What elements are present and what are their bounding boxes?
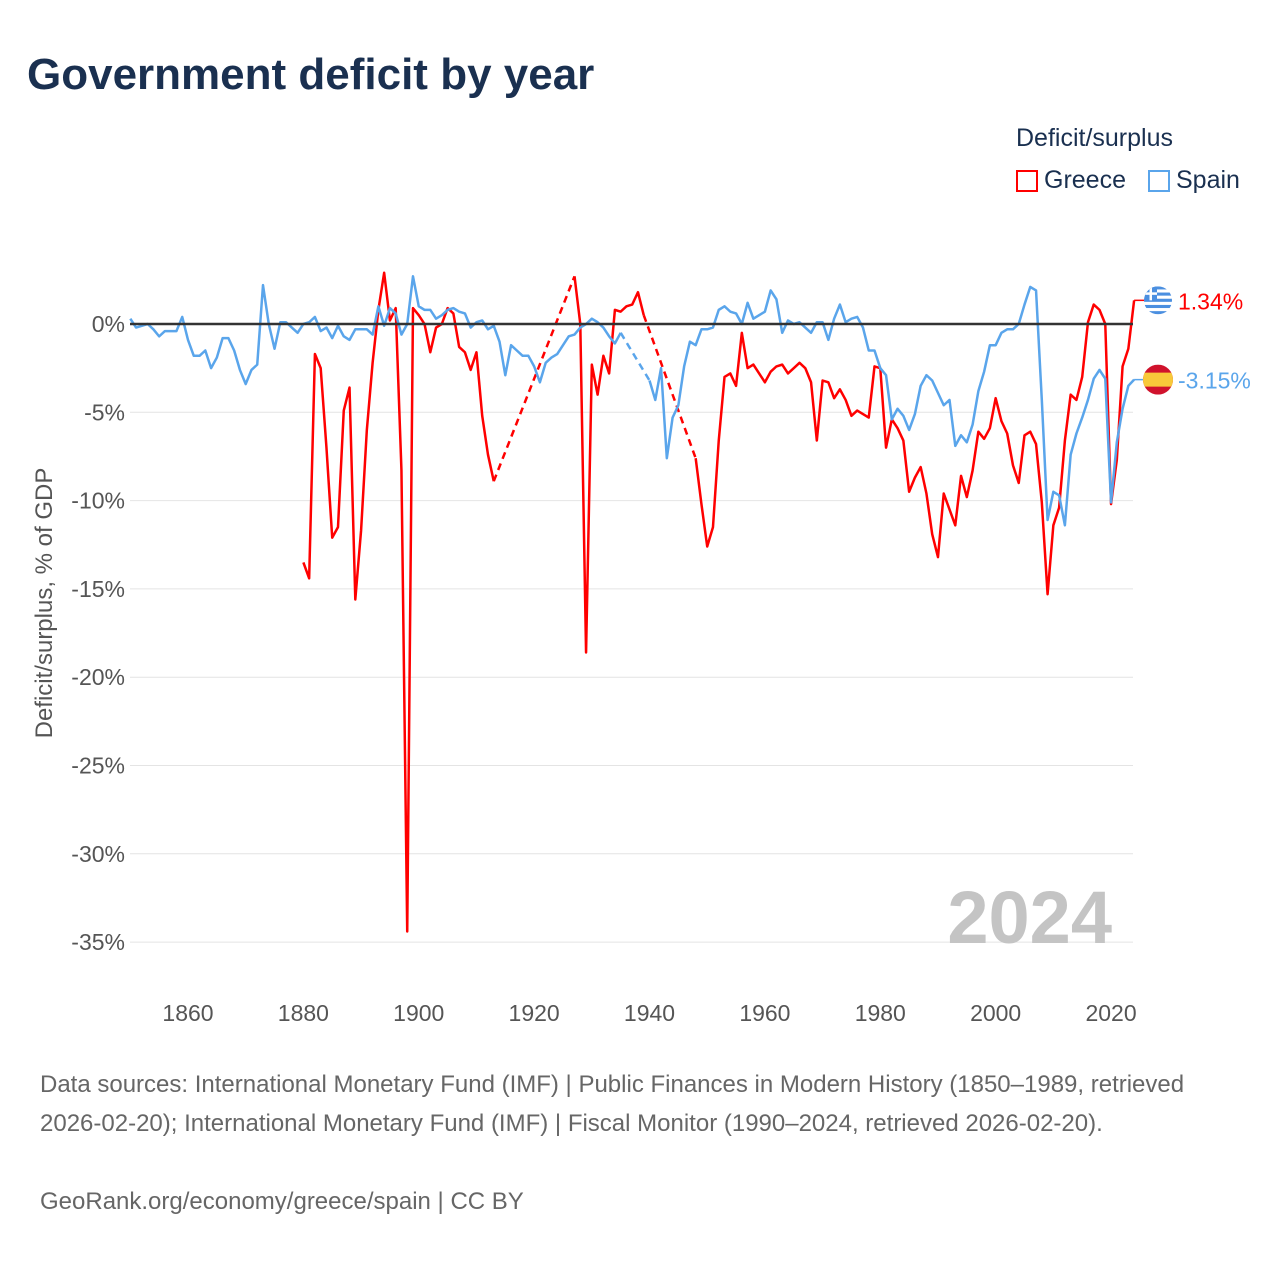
- y-tick-label: -30%: [71, 841, 125, 867]
- legend-item-spain[interactable]: Spain: [1148, 166, 1240, 195]
- series-line-greece: [573, 276, 645, 654]
- greece-swatch: [1016, 169, 1038, 192]
- y-tick-label: -25%: [71, 753, 125, 779]
- x-tick-label: 1920: [509, 1000, 560, 1026]
- series-line-greece: [302, 271, 495, 933]
- greece-end-value: 1.34%: [1178, 288, 1243, 314]
- interpolated-segment-spain: [619, 332, 651, 382]
- spain-end-value: -3.15%: [1178, 368, 1251, 394]
- spain-flag-icon: [1143, 364, 1173, 395]
- legend-title: Deficit/surplus: [1016, 124, 1173, 152]
- line-chart: 0% -5% -10% -15% -20% -25% -30% -35% 1860 1880 190…: [31, 271, 1251, 1026]
- y-tick-label: -35%: [71, 929, 125, 955]
- spain-swatch: [1148, 169, 1170, 192]
- legend-label-spain: Spain: [1176, 166, 1240, 194]
- greece-flag-icon: [1144, 286, 1172, 315]
- x-tick-label: 1940: [624, 1000, 675, 1026]
- legend-item-greece[interactable]: Greece: [1016, 166, 1126, 195]
- y-axis-label: Deficit/surplus, % of GDP: [31, 468, 58, 739]
- interpolated-segment-greece: [492, 275, 576, 482]
- y-tick-label: -20%: [71, 664, 125, 690]
- y-tick-label: -5%: [84, 399, 125, 425]
- x-tick-label: 1900: [393, 1000, 444, 1026]
- series-line-spain: [129, 275, 622, 386]
- x-tick-label: 1980: [855, 1000, 906, 1026]
- page-title: Government deficit by year: [27, 50, 595, 99]
- x-tick-label: 1880: [278, 1000, 329, 1026]
- x-tick-label: 1960: [739, 1000, 790, 1026]
- x-tick-label: 2020: [1085, 1000, 1136, 1026]
- data-sources: Data sources: International Monetary Fun…: [40, 1071, 1185, 1137]
- x-tick-label: 2000: [970, 1000, 1021, 1026]
- series-line-greece: [694, 300, 1136, 596]
- legend-label-greece: Greece: [1044, 166, 1126, 194]
- credit-link[interactable]: GeoRank.org/economy/greece/spain | CC BY: [40, 1188, 524, 1215]
- x-tick-label: 1860: [162, 1000, 213, 1026]
- y-tick-label: 0%: [92, 311, 125, 337]
- series-line-spain: [648, 285, 1136, 527]
- y-tick-label: -10%: [71, 488, 125, 514]
- year-watermark: 2024: [947, 876, 1112, 959]
- interpolated-segment-greece: [642, 314, 697, 459]
- y-tick-label: -15%: [71, 576, 125, 602]
